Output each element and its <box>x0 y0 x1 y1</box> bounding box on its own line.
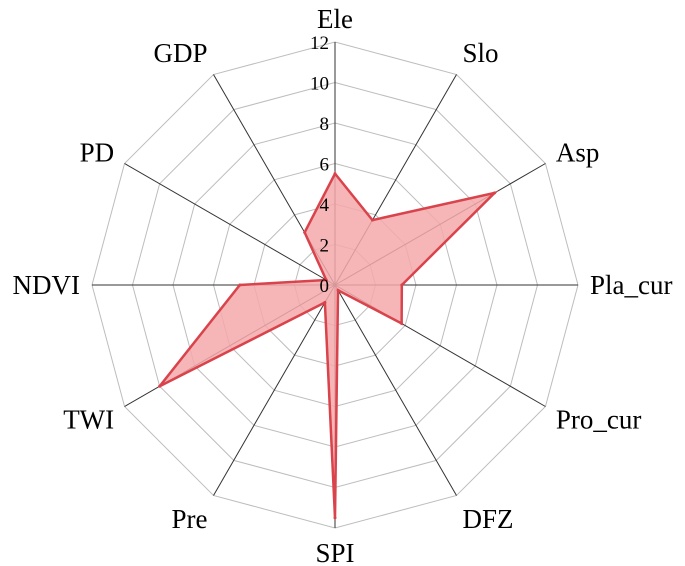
spoke-pre <box>213 284 336 496</box>
data-point-dfz <box>336 288 340 292</box>
data-point-pd <box>324 278 328 282</box>
data-point-pla-cur <box>400 283 404 287</box>
data-point-asp <box>493 191 497 195</box>
axis-label-pd: PD <box>80 138 115 168</box>
data-point-spi <box>333 516 337 520</box>
data-point-twi <box>158 384 162 388</box>
tick-label-2: 2 <box>320 236 330 257</box>
data-point-pro-cur <box>400 321 404 325</box>
axis-label-pla-cur: Pla_cur <box>590 270 672 300</box>
tick-label-10: 10 <box>310 74 329 95</box>
tick-label-4: 4 <box>320 195 330 216</box>
tick-label-6: 6 <box>320 155 330 176</box>
data-point-ele <box>333 172 337 176</box>
axis-label-ele: Ele <box>317 4 353 34</box>
axis-label-layer: Ele Slo Asp Pla_cur Pro_cur DFZ SPI Pre TWI NDVI P… <box>13 4 673 566</box>
axis-label-pre: Pre <box>172 504 208 534</box>
axis-label-twi: TWI <box>63 405 114 435</box>
series-area-0 <box>158 171 499 518</box>
axis-label-spi: SPI <box>315 538 354 566</box>
data-layer <box>158 171 499 520</box>
tick-label-0: 0 <box>320 276 330 297</box>
axis-label-slo: Slo <box>463 38 499 68</box>
axis-label-ndvi: NDVI <box>13 270 81 300</box>
tick-label-8: 8 <box>320 114 330 135</box>
tick-label-12: 12 <box>310 33 329 54</box>
data-point-ndvi <box>238 283 242 287</box>
data-point-gdp <box>303 230 307 234</box>
axis-label-asp: Asp <box>556 138 600 168</box>
spoke-pd <box>124 163 336 286</box>
tick-label-layer: 0 2 4 6 8 10 12 <box>310 33 330 297</box>
data-point-slo <box>370 218 374 222</box>
data-point-pre <box>323 301 327 305</box>
axis-label-gdp: GDP <box>153 38 207 68</box>
spoke-dfz <box>334 284 457 496</box>
axis-label-dfz: DFZ <box>463 504 514 534</box>
axis-label-pro-cur: Pro_cur <box>556 405 641 435</box>
